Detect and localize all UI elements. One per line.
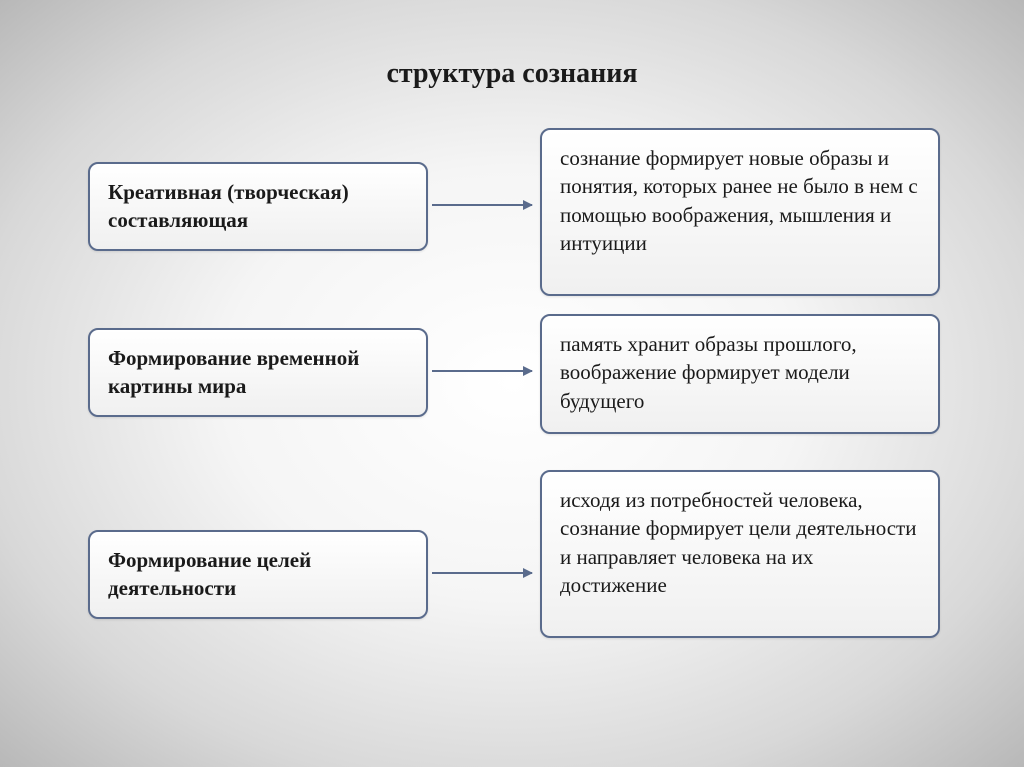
description-box-2: исходя из потребностей человека, сознани… bbox=[540, 470, 940, 638]
concept-box-2: Формирование целей деятельности bbox=[88, 530, 428, 619]
arrow-2 bbox=[432, 572, 532, 574]
description-box-1: память хранит образы прошлого, воображен… bbox=[540, 314, 940, 434]
arrow-0 bbox=[432, 204, 532, 206]
concept-box-1: Формирование временной картины мира bbox=[88, 328, 428, 417]
diagram-title: структура сознания bbox=[0, 58, 1024, 90]
arrow-1 bbox=[432, 370, 532, 372]
concept-box-0: Креативная (творческая) составляющая bbox=[88, 162, 428, 251]
description-box-0: сознание формирует новые образы и поняти… bbox=[540, 128, 940, 296]
